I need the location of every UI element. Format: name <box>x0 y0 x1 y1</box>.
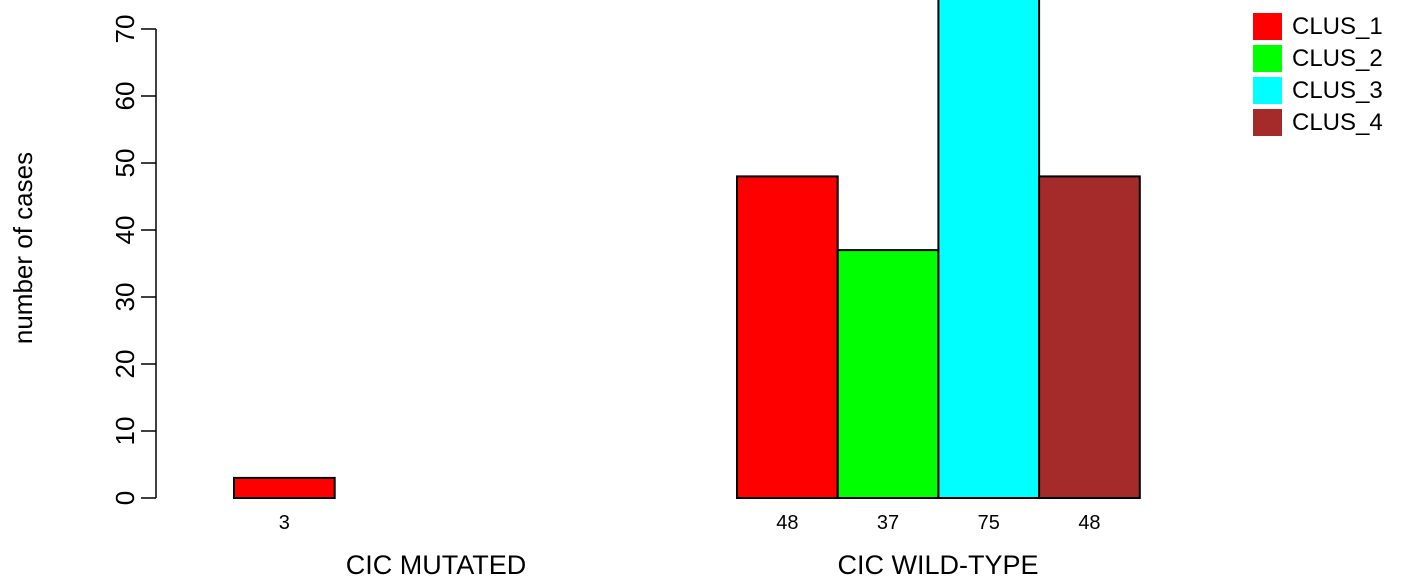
y-tick-label: 0 <box>110 491 140 505</box>
y-tick-label: 30 <box>110 283 140 312</box>
y-tick-label: 20 <box>110 350 140 379</box>
bar-clus_3 <box>937 0 1041 499</box>
group-label: CIC WILD-TYPE <box>837 550 1038 580</box>
bar-clus_1 <box>736 175 839 499</box>
bars: 3 48 37 75 48 <box>233 0 1141 534</box>
bar-value-label: 3 <box>279 512 290 534</box>
bar-clus_2 <box>836 249 940 499</box>
bar-clus_4 <box>1038 175 1141 499</box>
y-tick-label: 60 <box>110 82 140 111</box>
legend: CLUS_1 CLUS_2 CLUS_3 CLUS_4 <box>1253 13 1383 136</box>
legend-label: CLUS_1 <box>1292 13 1383 40</box>
bar-value-label: 48 <box>1078 512 1100 534</box>
y-tick-label: 40 <box>110 216 140 245</box>
legend-label: CLUS_3 <box>1292 77 1383 104</box>
group-labels: CIC MUTATED CIC WILD-TYPE <box>346 550 1039 580</box>
y-tick-label: 50 <box>110 149 140 178</box>
legend-label: CLUS_4 <box>1292 109 1383 136</box>
y-tick-label: 10 <box>110 417 140 446</box>
y-tick-label: 70 <box>110 15 140 44</box>
y-axis: 0 10 20 30 40 50 60 70 <box>110 15 157 505</box>
legend-swatch <box>1253 109 1282 136</box>
legend-swatch <box>1253 45 1282 72</box>
group-label: CIC MUTATED <box>346 550 526 580</box>
bar-clus_1 <box>233 476 336 499</box>
bar-value-label: 37 <box>877 512 899 534</box>
bar-value-label: 48 <box>776 512 798 534</box>
bar-value-label: 75 <box>978 512 1000 534</box>
legend-swatch <box>1253 13 1282 40</box>
legend-label: CLUS_2 <box>1292 45 1383 72</box>
legend-swatch <box>1253 77 1282 104</box>
y-axis-label: number of cases <box>8 152 38 344</box>
